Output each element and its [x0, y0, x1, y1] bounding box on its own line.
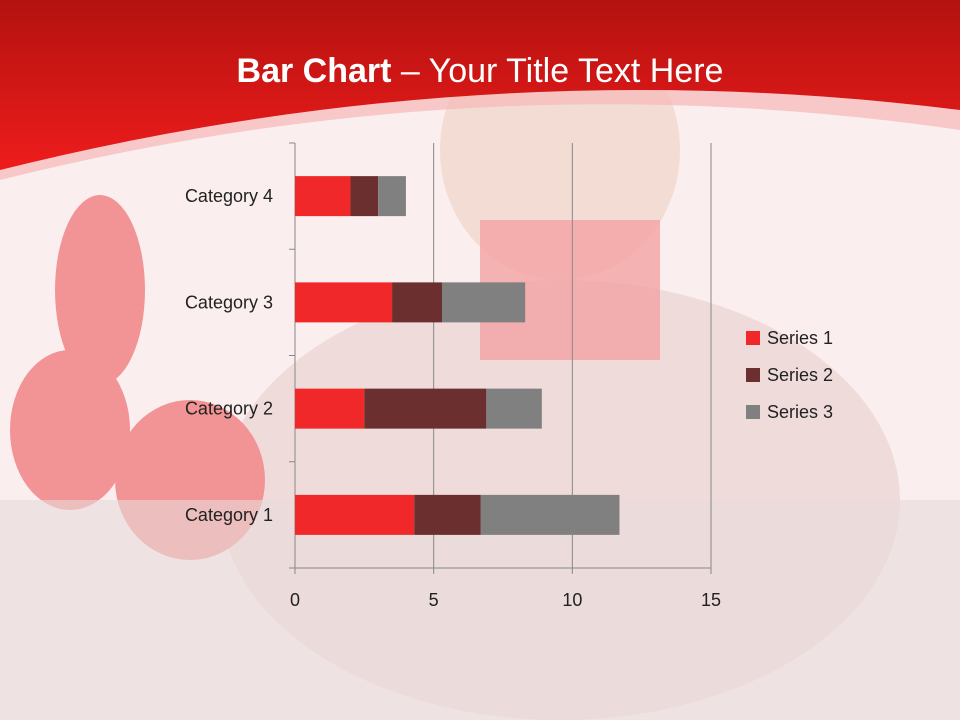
title-bold: Bar Chart — [236, 52, 392, 90]
title-rest: Your Title Text Here — [428, 52, 724, 90]
category-label: Category 4 — [185, 186, 273, 206]
x-tick-label: 0 — [290, 590, 300, 610]
x-tick-label: 15 — [701, 590, 721, 610]
legend-label: Series 2 — [767, 365, 833, 385]
bar-series-3 — [441, 282, 526, 323]
legend-swatch — [746, 405, 760, 419]
slide-title: Bar Chart – Your Title Text Here — [0, 52, 960, 91]
bar-series-1 — [295, 494, 415, 535]
bar-series-1 — [295, 176, 351, 217]
bar-series-3 — [378, 176, 406, 217]
bar-series-1 — [295, 388, 365, 429]
bar-series-3 — [486, 388, 542, 429]
legend-swatch — [746, 368, 760, 382]
x-tick-label: 5 — [429, 590, 439, 610]
bar-series-2 — [350, 176, 379, 217]
category-label: Category 2 — [185, 399, 273, 419]
bar-series-2 — [392, 282, 442, 323]
bar-series-1 — [295, 282, 393, 323]
legend-label: Series 3 — [767, 402, 833, 422]
x-tick-label: 10 — [562, 590, 582, 610]
bar-series-2 — [414, 494, 481, 535]
category-label: Category 3 — [185, 292, 273, 312]
bar-series-3 — [480, 494, 620, 535]
category-label: Category 1 — [185, 505, 273, 525]
legend-label: Series 1 — [767, 328, 833, 348]
legend-swatch — [746, 331, 760, 345]
title-separator: – — [391, 52, 429, 90]
bar-series-2 — [364, 388, 487, 429]
